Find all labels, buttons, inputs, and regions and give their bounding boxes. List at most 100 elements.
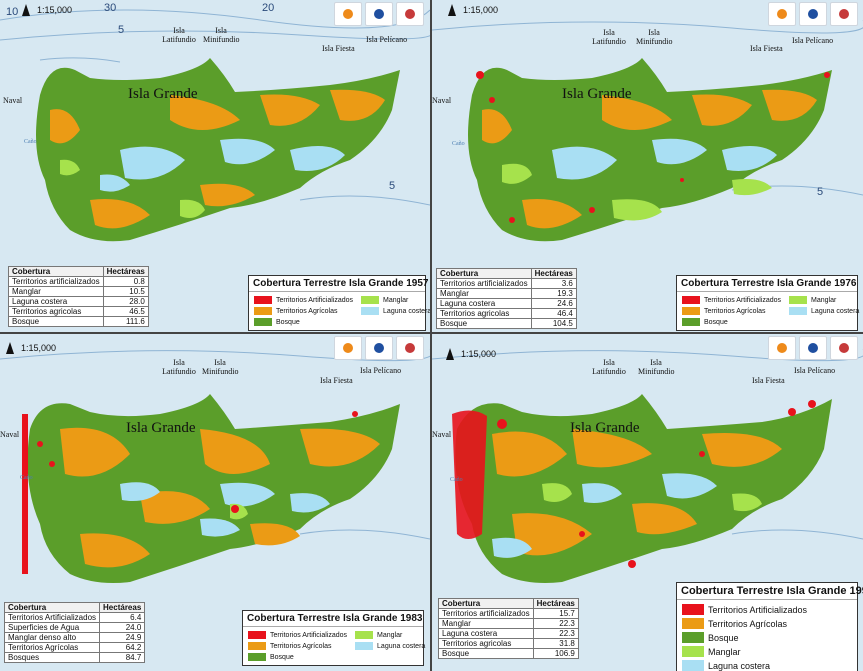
table-cell: 111.6 — [102, 316, 149, 327]
map-legend: Cobertura Terrestre Isla Grande 1976 Ter… — [676, 275, 859, 331]
map-canvas — [0, 349, 430, 583]
table-cell: 0.8 — [102, 276, 149, 287]
legend-swatch — [682, 307, 700, 315]
ministry-logo — [799, 2, 827, 26]
place-label: Isla Latifundio — [162, 26, 196, 44]
table-row: Territorios Agrícolas 64.2 — [3, 642, 146, 653]
table-cell: 19.3 — [530, 288, 577, 299]
north-arrow: 1:15,000 — [6, 342, 56, 354]
table-cell: 22.3 — [532, 628, 579, 639]
table-row: Manglar denso alto 24.9 — [3, 632, 146, 643]
place-label: Naval — [432, 430, 452, 439]
table-cell: 104.5 — [530, 318, 577, 329]
table-row: Manglar 22.3 — [438, 618, 579, 629]
table-cell: Bosque — [438, 648, 534, 659]
legend-swatch — [682, 632, 704, 643]
legend-item: Manglar — [789, 296, 859, 304]
ministry-logo — [365, 2, 393, 26]
depth-label: 5 — [118, 24, 125, 36]
legend-title: Cobertura Terrestre Isla Grande 1996 — [677, 583, 863, 600]
north-arrow: 1:15,000 — [446, 348, 496, 360]
table-row: Territorios Artificializados 6.4 — [3, 612, 146, 623]
legend-title: Cobertura Terrestre Isla Grande 1957 — [249, 276, 428, 292]
table-cell: 28.0 — [102, 296, 149, 307]
map-panel-1976: 1:15,000 5 Isla Latifundio Isla Minifund… — [432, 0, 863, 332]
legend-item: Bosque — [248, 653, 347, 661]
table-cell: Laguna costera — [436, 298, 532, 309]
depth-label: 5 — [817, 186, 824, 198]
legend-swatch — [248, 653, 266, 661]
island-shape — [36, 58, 400, 242]
legend-item: Laguna costera — [355, 642, 425, 650]
table-cell: Territorios agricolas — [8, 306, 104, 317]
table-cell: 106.9 — [532, 648, 579, 659]
map-scale: 1:15,000 — [463, 5, 499, 15]
legend-swatch — [789, 296, 808, 304]
place-label: Caño — [450, 477, 463, 483]
place-label: Isla Minifundio — [638, 358, 675, 376]
north-arrow-icon — [448, 4, 456, 16]
partner-logo — [396, 2, 424, 26]
place-label: Isla Fiesta — [322, 44, 355, 53]
institution-logos — [768, 2, 858, 26]
legend-item: Territorios Artificializados — [682, 604, 852, 615]
place-label: Isla Minifundio — [203, 26, 240, 44]
legend-item: Territorios Agrícolas — [682, 307, 781, 315]
north-arrow-icon — [446, 348, 454, 360]
island-name: Isla Grande — [570, 420, 640, 436]
legend-swatch — [254, 307, 272, 315]
legend-item: Laguna costera — [789, 307, 859, 315]
place-label: Isla Fiesta — [752, 376, 785, 385]
map-panel-1996: 1:15,000 Isla Latifundio Isla Minifundio… — [432, 334, 863, 671]
table-header: Cobertura — [3, 602, 101, 613]
legend-swatch — [682, 318, 700, 326]
legend-swatch — [355, 642, 374, 650]
table-row: Laguna costera 22.3 — [438, 628, 579, 639]
legend-title: Cobertura Terrestre Isla Grande 1983 — [243, 611, 423, 627]
place-label: Isla Pelícano — [366, 35, 408, 44]
table-cell: Manglar denso alto — [3, 632, 101, 643]
table-row: Manglar 19.3 — [436, 288, 577, 299]
north-arrow: 1:15,000 — [448, 4, 498, 16]
place-label: Naval — [432, 96, 452, 105]
map-scale: 1:15,000 — [37, 5, 73, 15]
table-header: Cobertura — [8, 266, 104, 277]
north-arrow-icon — [22, 4, 30, 16]
table-cell: 3.6 — [530, 278, 577, 289]
map-panel-1983: 1:15,000 Isla Latifundio Isla Minifundio… — [0, 334, 430, 671]
north-arrow: 1:15,000 — [22, 4, 72, 16]
place-label: Isla Latifundio — [162, 358, 196, 376]
institution-logos — [334, 2, 424, 26]
legend-item: Manglar — [361, 296, 430, 304]
panel-divider-vertical — [430, 0, 432, 671]
table-cell: 22.3 — [532, 618, 579, 629]
ministry-logo — [799, 336, 827, 360]
table-row: Territorios agricolas 46.4 — [436, 308, 577, 319]
legend-item: Territorios Artificializados — [248, 631, 347, 639]
legend-item: Territorios Agrícolas — [248, 642, 347, 650]
north-arrow-icon — [6, 342, 14, 354]
table-cell: Bosques — [3, 652, 101, 663]
legend-item: Bosque — [682, 318, 781, 326]
map-scale: 1:15,000 — [461, 349, 497, 359]
table-row: Territorios artificializados 15.7 — [438, 608, 579, 619]
table-row: Laguna costera 28.0 — [8, 296, 149, 307]
place-label: Naval — [0, 430, 20, 439]
table-cell: Territorios Agrícolas — [3, 642, 101, 653]
table-cell: Territorios artificializados — [438, 608, 534, 619]
table-row: Bosque 106.9 — [438, 648, 579, 659]
legend-swatch — [254, 296, 272, 304]
table-cell: 31.8 — [532, 638, 579, 649]
depth-label: 30 — [104, 2, 117, 14]
legend-item: Territorios Artificializados — [682, 296, 781, 304]
place-label: Isla Latifundio — [592, 358, 626, 376]
table-cell: 24.9 — [99, 632, 146, 643]
map-canvas — [0, 9, 430, 242]
table-header: Hectáreas — [532, 598, 579, 609]
table-row: Territorios artificializados 3.6 — [436, 278, 577, 289]
incoder-logo — [334, 2, 362, 26]
table-row: Bosque 104.5 — [436, 318, 577, 329]
table-row: Superficies de Agua 24.0 — [3, 622, 146, 633]
table-cell: Territorios artificializados — [436, 278, 532, 289]
legend-item: Bosque — [682, 632, 852, 643]
